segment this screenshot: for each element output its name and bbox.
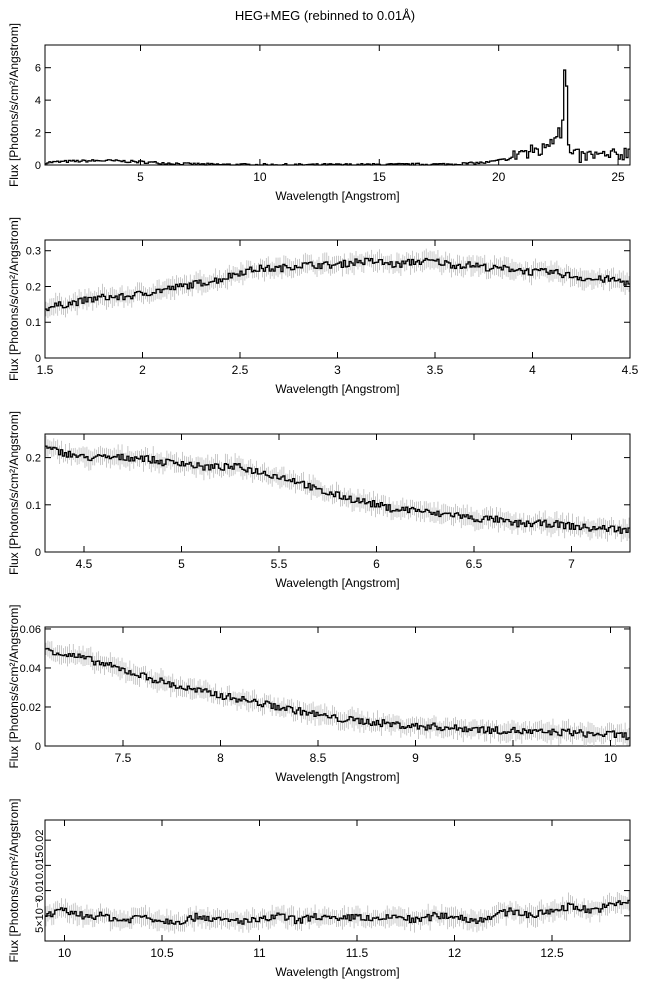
x-tick-label: 3 (334, 363, 341, 377)
x-tick-label: 9 (412, 751, 419, 765)
x-tick-label: 12.5 (540, 946, 564, 960)
spectrum-line (45, 899, 630, 925)
y-tick-label: 0.06 (20, 624, 41, 636)
figure-title: HEG+MEG (rebinned to 0.01Å) (234, 8, 416, 23)
x-tick-label: 5 (178, 557, 185, 571)
x-axis-label: Wavelength [Angstrom] (275, 965, 399, 979)
x-axis-label: Wavelength [Angstrom] (275, 382, 399, 396)
x-tick-label: 8.5 (310, 751, 327, 765)
panel-3: 4.5 5 5.5 6 6.5 7 0 0.1 0.2 Wavelength [Angstrom]… (7, 411, 631, 590)
x-tick-label: 9.5 (505, 751, 522, 765)
x-tick-label: 10.5 (150, 946, 174, 960)
y-tick-label: 0 (35, 160, 41, 172)
y-tick-label: 0 (35, 547, 41, 559)
x-tick-label: 4.5 (76, 557, 93, 571)
x-axis-label: Wavelength [Angstrom] (275, 576, 399, 590)
error-bars (45, 248, 630, 319)
y-tick-label: 2 (35, 128, 41, 140)
x-axis-label: Wavelength [Angstrom] (275, 770, 399, 784)
y-tick-label: 0.2 (26, 453, 41, 465)
y-tick-label: 0.04 (20, 663, 41, 675)
panel-4: 7.5 8 8.5 9 9.5 10 0 0.02 0.04 0.06 Wavelength [An… (7, 604, 631, 784)
x-tick-label: 8 (217, 751, 224, 765)
y-tick-label: 0.02 (20, 702, 41, 714)
y-tick-label: 0 (35, 741, 41, 753)
y-tick-label: 4 (35, 95, 41, 107)
y-axis-label: Flux [Photons/s/cm²/Angstrom] (7, 411, 21, 575)
x-axis-label: Wavelength [Angstrom] (275, 189, 399, 203)
y-tick-label: 0.2 (26, 281, 41, 293)
y-tick-label: 0.1 (26, 317, 41, 329)
x-tick-label: 10 (604, 751, 618, 765)
plot-frame (44, 626, 631, 747)
panel-1: 5 10 15 20 25 0 2 4 6 Wavelength [Angstrom] Flux [… (7, 23, 631, 203)
x-tick-label: 11 (253, 946, 266, 960)
error-bars (45, 890, 630, 934)
y-tick-label: 6 (35, 63, 41, 75)
x-tick-label: 4 (529, 363, 536, 377)
spectrum-line (45, 257, 630, 312)
x-tick-label: 7.5 (115, 751, 132, 765)
x-tick-label: 3.5 (427, 363, 444, 377)
x-tick-label: 1.5 (37, 363, 54, 377)
spectrum-line (45, 647, 630, 741)
y-tick-label: 0.01 (34, 880, 46, 901)
y-tick-label: 0 (35, 353, 41, 365)
x-tick-label: 2 (139, 363, 146, 377)
y-axis-label: Flux [Photons/s/cm²/Angstrom] (7, 604, 21, 768)
x-tick-label: 20 (492, 170, 506, 184)
x-tick-label: 6.5 (466, 557, 483, 571)
x-tick-label: 5 (137, 170, 144, 184)
y-tick-label: 0.1 (26, 500, 41, 512)
y-tick-label: 0.02 (34, 829, 46, 850)
y-tick-label: 0.3 (26, 246, 41, 258)
plot-frame (44, 44, 631, 166)
x-tick-label: 10 (58, 946, 72, 960)
x-tick-label: 25 (611, 170, 625, 184)
x-tick-label: 5.5 (271, 557, 288, 571)
x-tick-label: 10 (253, 170, 267, 184)
x-tick-label: 12 (448, 946, 462, 960)
y-axis-label: Flux [Photons/s/cm²/Angstrom] (7, 23, 21, 187)
panel-2: 1.5 2 2.5 3 3.5 4 4.5 0 0.1 0.2 0.3 Wavelength [Ang… (7, 217, 639, 396)
x-tick-label: 7 (568, 557, 575, 571)
x-tick-label: 6 (373, 557, 380, 571)
spectrum-line (45, 445, 630, 534)
panel-5: 10 10.5 11 11.5 12 12.5 5×10⁻³0.010.015 0.02 Wav… (7, 798, 631, 979)
y-tick-label: 5×10⁻³ (34, 898, 46, 933)
spectrum-line (45, 69, 630, 166)
y-axis-label: Flux [Photons/s/cm²/Angstrom] (7, 217, 21, 381)
plot-frame (44, 819, 631, 942)
x-tick-label: 4.5 (622, 363, 639, 377)
y-tick-label: 0.015 (34, 852, 46, 880)
x-tick-label: 11.5 (346, 946, 369, 960)
y-axis-label: Flux [Photons/s/cm²/Angstrom] (7, 798, 21, 962)
error-bars (45, 640, 630, 746)
x-tick-label: 2.5 (232, 363, 249, 377)
x-tick-label: 15 (373, 170, 387, 184)
plot-frame (44, 433, 631, 553)
